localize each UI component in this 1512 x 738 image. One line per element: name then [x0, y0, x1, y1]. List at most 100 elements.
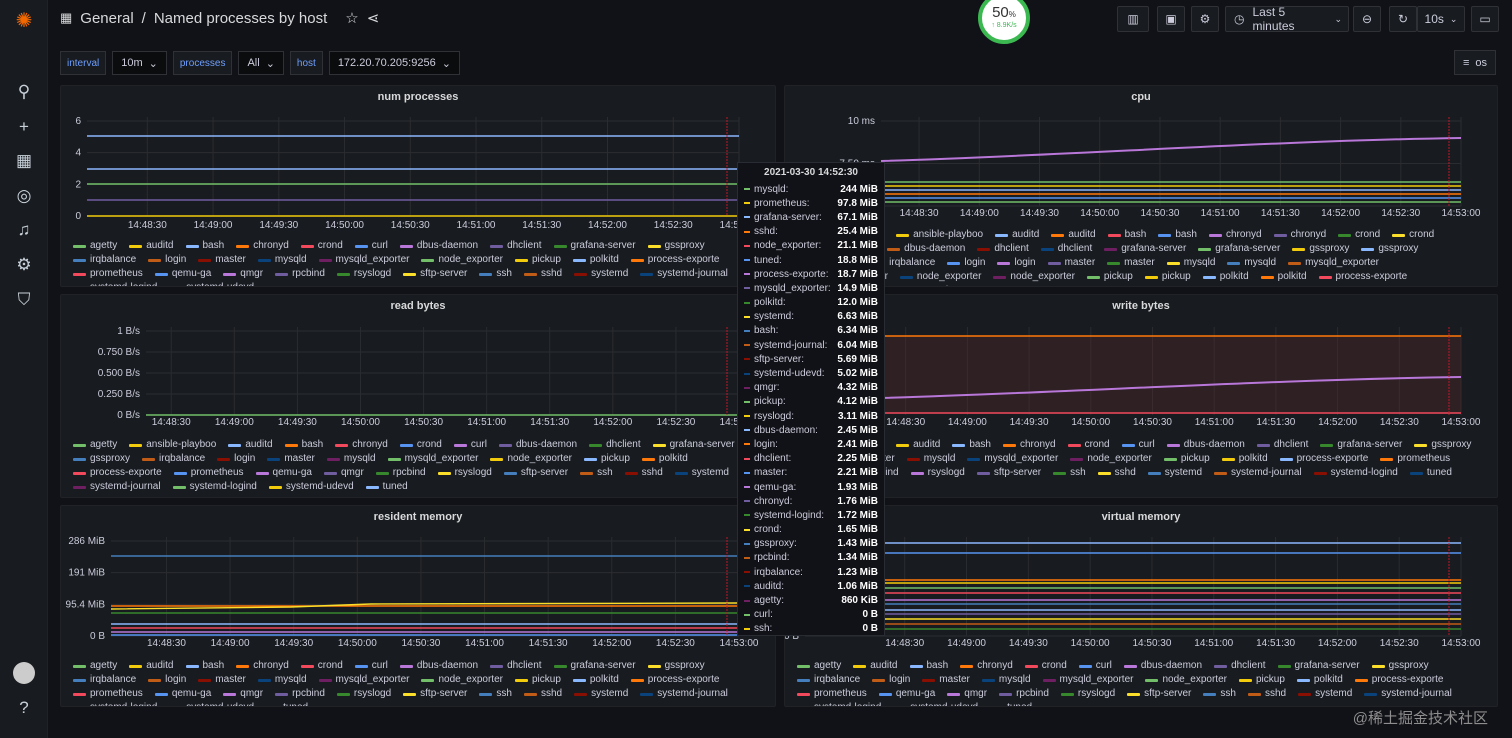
legend-item[interactable]: tuned — [365, 480, 408, 494]
legend-item[interactable]: qmgr — [323, 466, 364, 480]
legend-item[interactable]: rsyslogd — [437, 466, 492, 480]
legend-item[interactable]: process-exporte — [630, 673, 719, 687]
legend-item[interactable]: grafana-server — [652, 438, 735, 452]
legend-item[interactable]: mysqld_exporter — [1042, 673, 1133, 687]
legend-item[interactable]: systemd — [1147, 466, 1202, 480]
legend-item[interactable]: irqbalance — [73, 673, 136, 687]
legend-item[interactable]: gssproxy — [1361, 242, 1418, 256]
legend-item[interactable]: ssh — [580, 466, 613, 480]
legend-item[interactable]: bash — [1107, 228, 1146, 242]
legend-item[interactable]: polkitd — [1260, 270, 1307, 284]
share-icon[interactable]: ⋖ — [366, 10, 380, 27]
legend-item[interactable]: systemd — [574, 267, 628, 281]
legend-item[interactable]: agetty — [73, 659, 117, 673]
refresh-button[interactable]: ↻ — [1389, 6, 1417, 32]
legend-item[interactable]: bash — [909, 659, 948, 673]
legend-item[interactable]: dbus-daemon — [498, 438, 577, 452]
legend-item[interactable]: process-exporte — [1279, 452, 1368, 466]
legend-item[interactable]: rsyslogd — [910, 466, 965, 480]
legend-item[interactable]: ssh — [479, 687, 512, 701]
legend-item[interactable]: rpcbind — [275, 687, 325, 701]
legend-item[interactable]: process-exporte — [630, 253, 719, 267]
legend-item[interactable]: polkitd — [641, 452, 688, 466]
legend-item[interactable]: process-exporte — [1354, 673, 1443, 687]
legend-item[interactable]: curl — [1078, 659, 1112, 673]
settings-button[interactable]: ⚙ — [1191, 6, 1219, 32]
shield-icon[interactable]: ⛉ — [17, 290, 31, 309]
legend-item[interactable]: dbus-daemon — [887, 242, 965, 256]
legend-item[interactable]: mysqld_exporter — [318, 253, 409, 267]
legend-item[interactable]: crond — [399, 438, 442, 452]
legend-item[interactable]: mysqld — [1227, 256, 1276, 270]
legend-item[interactable]: mysqld_exporter — [1288, 256, 1379, 270]
dashboards-icon[interactable]: ▦ — [15, 151, 33, 170]
legend-item[interactable]: polkitd — [1202, 270, 1249, 284]
settings-icon[interactable]: ⚙ — [16, 255, 32, 274]
legend-item[interactable]: gssproxy — [1371, 659, 1429, 673]
legend-item[interactable]: dhclient — [490, 659, 542, 673]
panel-num-processes[interactable]: num processes 6 4 2 0 14:48:30 14:49:00 14:49:… — [60, 85, 776, 287]
legend-item[interactable]: grafana-server — [1104, 242, 1186, 256]
legend-item[interactable]: rsyslogd — [336, 267, 391, 281]
host-select[interactable]: 172.20.70.205:9256 ⌄ — [328, 51, 460, 75]
legend-item[interactable]: systemd-logind — [73, 281, 157, 286]
time-picker[interactable]: ◷ Last 5 minutes ⌄ — [1225, 5, 1349, 33]
panel-virtual-memory[interactable]: virtual memory 0 B 14:48:30 14:49:00 14:49:… — [784, 505, 1498, 707]
legend-item[interactable]: process-exporte — [1318, 270, 1407, 284]
legend-item[interactable]: chronyd — [960, 659, 1013, 673]
star-icon[interactable]: ☆ — [345, 10, 359, 27]
legend-item[interactable]: bash — [185, 239, 224, 253]
legend-item[interactable]: prometheus — [73, 267, 143, 281]
legend-item[interactable]: node_exporter — [1145, 673, 1227, 687]
legend-item[interactable]: gssproxy — [1414, 438, 1471, 452]
legend-item[interactable]: bash — [284, 438, 323, 452]
legend-item[interactable]: prometheus — [173, 466, 244, 480]
legend-item[interactable]: rpcbind — [275, 267, 325, 281]
legend-item[interactable]: systemd-journal — [73, 480, 161, 494]
legend-item[interactable]: sshd — [1097, 466, 1136, 480]
legend-item[interactable]: systemd-logind — [73, 701, 157, 706]
legend-item[interactable]: pickup — [1163, 452, 1210, 466]
panel-read-bytes[interactable]: read bytes 1 B/s 0.750 B/s 0.500 B/s 0.250 … — [60, 294, 776, 498]
legend-item[interactable]: ansible-playboo — [129, 438, 216, 452]
legend-item[interactable]: chronyd — [1273, 228, 1326, 242]
legend-item[interactable]: prometheus — [898, 284, 968, 286]
legend-item[interactable]: login — [997, 256, 1036, 270]
legend-item[interactable]: node_exporter — [899, 270, 981, 284]
legend-item[interactable]: chronyd — [236, 239, 289, 253]
legend-item[interactable]: dbus-daemon — [1123, 659, 1202, 673]
legend-item[interactable]: dhclient — [1040, 242, 1092, 256]
legend-item[interactable]: dbus-daemon — [1166, 438, 1245, 452]
legend-item[interactable]: sftp-server — [403, 267, 467, 281]
legend-item[interactable]: curl — [354, 659, 388, 673]
legend-item[interactable]: dbus-daemon — [399, 659, 478, 673]
legend-item[interactable]: curl — [1121, 438, 1155, 452]
legend-item[interactable]: systemd — [574, 687, 628, 701]
legend-item[interactable]: pickup — [514, 673, 561, 687]
legend-item[interactable]: irqbalance — [73, 253, 136, 267]
legend-item[interactable]: rpcbind — [375, 466, 426, 480]
legend-item[interactable]: login — [148, 253, 186, 267]
legend-item[interactable]: systemd-udevd — [893, 701, 978, 706]
legend-item[interactable]: curl — [453, 438, 487, 452]
legend-item[interactable]: agetty — [73, 239, 117, 253]
legend-item[interactable]: systemd — [1298, 687, 1352, 701]
legend-item[interactable]: qmgr — [223, 267, 263, 281]
legend-item[interactable]: rsyslogd — [1060, 687, 1115, 701]
legend-item[interactable]: sshd — [1247, 687, 1286, 701]
alerting-icon[interactable]: ♫ — [17, 220, 31, 239]
legend-item[interactable]: sftp-server — [1127, 687, 1191, 701]
legend-item[interactable]: sshd — [624, 466, 663, 480]
legend-item[interactable]: crond — [1392, 228, 1434, 242]
legend-item[interactable]: systemd-udevd — [169, 701, 254, 706]
legend-item[interactable]: master — [922, 673, 970, 687]
legend-item[interactable]: pickup — [514, 253, 561, 267]
legend-item[interactable]: systemd-journal — [640, 687, 728, 701]
legend-item[interactable]: qemu-ga — [878, 687, 935, 701]
legend-item[interactable]: gssproxy — [1292, 242, 1349, 256]
zoom-out-button[interactable]: ⊖ — [1353, 6, 1381, 32]
legend-item[interactable]: gssproxy — [647, 239, 705, 253]
legend-item[interactable]: qemu-ga — [255, 466, 312, 480]
legend-item[interactable]: grafana-server — [553, 239, 636, 253]
legend-item[interactable]: auditd — [129, 239, 174, 253]
